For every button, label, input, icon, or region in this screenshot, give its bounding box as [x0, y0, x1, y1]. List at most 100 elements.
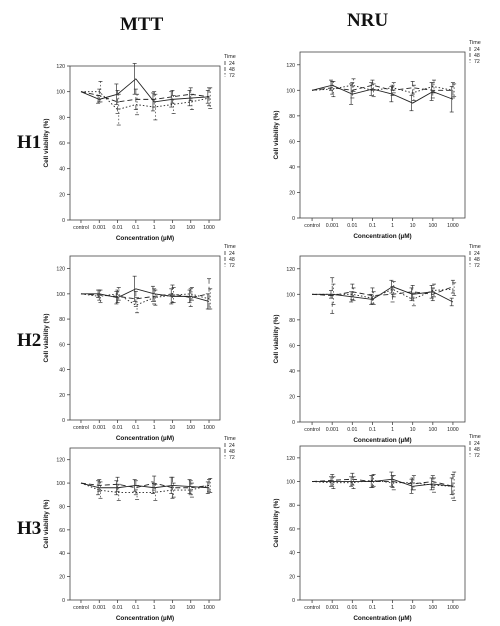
- x-tick-label: 1: [391, 427, 394, 433]
- series-line-72: [312, 479, 453, 487]
- x-tick-label: 0.1: [132, 425, 139, 431]
- plot-frame: [69, 65, 221, 221]
- y-tick-label: 0: [62, 218, 65, 224]
- x-tick-label: 1: [153, 605, 156, 611]
- y-tick-label: 40: [59, 551, 65, 557]
- x-tick-label: 1: [153, 425, 156, 431]
- chart-panel-mtt-h3: 0 20 40 60 80 100 120 control 0.001 0.01 0.1 1 10 100…: [43, 436, 236, 622]
- x-tick-label: control: [304, 427, 320, 433]
- x-tick-label: 1000: [203, 225, 215, 231]
- y-tick-label: 20: [289, 574, 295, 580]
- series-line-24: [311, 84, 454, 104]
- x-tick-label: control: [73, 225, 89, 231]
- y-tick-label: 100: [56, 292, 65, 298]
- y-tick-label: 20: [289, 394, 295, 400]
- legend-entry-72: 72: [229, 263, 235, 269]
- x-tick-label: 0.001: [326, 605, 339, 611]
- y-tick-label: 80: [59, 317, 65, 323]
- legend-title: Time: [469, 244, 481, 250]
- y-tick-label: 100: [56, 481, 65, 487]
- plot-frame: [69, 255, 221, 421]
- legend-title: Time: [224, 244, 236, 250]
- x-tick-label: 0.01: [347, 427, 357, 433]
- x-tick-label: 100: [186, 425, 195, 431]
- plot-frame: [299, 445, 466, 601]
- x-tick-label: 10: [410, 427, 416, 433]
- chart-panel-mtt-h2: 0 20 40 60 80 100 120 control 0.001 0.01 0.1 1 10 100…: [43, 244, 236, 442]
- y-tick-label: 60: [59, 528, 65, 534]
- column-title-nru: NRU: [347, 10, 389, 31]
- chart-panel-nru-h1: 0 20 40 60 80 100 120 control 0.001 0.01 0.1 1 10 100…: [273, 40, 481, 240]
- y-axis-label: Cell viability (%): [43, 313, 50, 362]
- x-tick-label: 100: [428, 223, 437, 229]
- x-axis-label: Concentration (µM): [116, 435, 174, 442]
- y-tick-label: 60: [59, 141, 65, 147]
- y-tick-label: 20: [289, 190, 295, 196]
- legend-entry-72: 72: [474, 59, 480, 65]
- x-tick-label: 0.001: [326, 223, 339, 229]
- plot-frame: [299, 51, 466, 219]
- legend-title: Time: [224, 54, 236, 60]
- y-tick-label: 40: [59, 167, 65, 173]
- series-line-48: [80, 293, 210, 300]
- y-tick-label: 120: [56, 267, 65, 273]
- x-tick-label: control: [304, 223, 320, 229]
- x-tick-label: 10: [410, 605, 416, 611]
- column-title-mtt: MTT: [120, 14, 164, 35]
- y-tick-label: 20: [59, 393, 65, 399]
- series-line-48: [80, 482, 210, 489]
- y-axis-label: Cell viability (%): [273, 110, 280, 159]
- x-tick-label: 10: [410, 223, 416, 229]
- y-tick-label: 40: [289, 165, 295, 171]
- y-tick-label: 60: [289, 343, 295, 349]
- y-tick-label: 100: [56, 90, 65, 96]
- row-label-h3: H3: [17, 518, 42, 539]
- x-tick-label: 1: [153, 225, 156, 231]
- chart-panel-nru-h3: 0 20 40 60 80 100 120 control 0.001 0.01 0.1 1 10 100…: [273, 434, 481, 622]
- plot-frame: [69, 447, 221, 601]
- x-tick-label: 0.1: [369, 605, 376, 611]
- x-tick-label: 1000: [203, 605, 215, 611]
- y-tick-label: 120: [56, 458, 65, 464]
- legend-entry-24: 24: [229, 61, 235, 67]
- x-tick-label: 0.001: [326, 427, 339, 433]
- x-axis-label: Concentration (µM): [353, 615, 411, 622]
- legend-entry-48: 48: [474, 53, 480, 59]
- y-tick-label: 100: [286, 480, 295, 486]
- y-tick-label: 120: [286, 267, 295, 273]
- x-tick-label: 10: [170, 225, 176, 231]
- y-tick-label: 80: [289, 318, 295, 324]
- series-line-72: [312, 84, 454, 94]
- x-tick-label: 0.1: [132, 225, 139, 231]
- series-line-72: [80, 293, 210, 306]
- legend-entry-48: 48: [229, 67, 235, 73]
- y-tick-label: 0: [62, 418, 65, 424]
- x-tick-label: 1000: [447, 427, 459, 433]
- y-tick-label: 20: [59, 192, 65, 198]
- chart-panel-nru-h2: 0 20 40 60 80 100 120 control 0.001 0.01 0.1 1 10 100…: [273, 244, 481, 444]
- legend-entry-48: 48: [474, 257, 480, 263]
- legend-entry-48: 48: [229, 257, 235, 263]
- y-tick-label: 40: [289, 369, 295, 375]
- x-tick-label: 0.001: [93, 225, 106, 231]
- x-tick-label: 0.01: [113, 225, 123, 231]
- series-line-72: [312, 288, 453, 300]
- legend-title: Time: [469, 40, 481, 46]
- x-tick-label: control: [304, 605, 320, 611]
- x-tick-label: 100: [428, 427, 437, 433]
- y-tick-label: 20: [59, 575, 65, 581]
- x-tick-label: 0.001: [93, 605, 106, 611]
- y-tick-label: 40: [289, 551, 295, 557]
- y-tick-label: 0: [292, 598, 295, 604]
- x-tick-label: 0.01: [347, 223, 357, 229]
- row-label-h1: H1: [17, 132, 42, 153]
- legend-entry-24: 24: [229, 443, 235, 449]
- x-tick-label: 1000: [447, 605, 459, 611]
- y-tick-label: 100: [286, 292, 295, 298]
- x-tick-label: 0.01: [347, 605, 357, 611]
- x-tick-label: 10: [170, 605, 176, 611]
- y-tick-label: 60: [289, 527, 295, 533]
- plot-frame: [299, 255, 466, 423]
- y-tick-label: 40: [59, 368, 65, 374]
